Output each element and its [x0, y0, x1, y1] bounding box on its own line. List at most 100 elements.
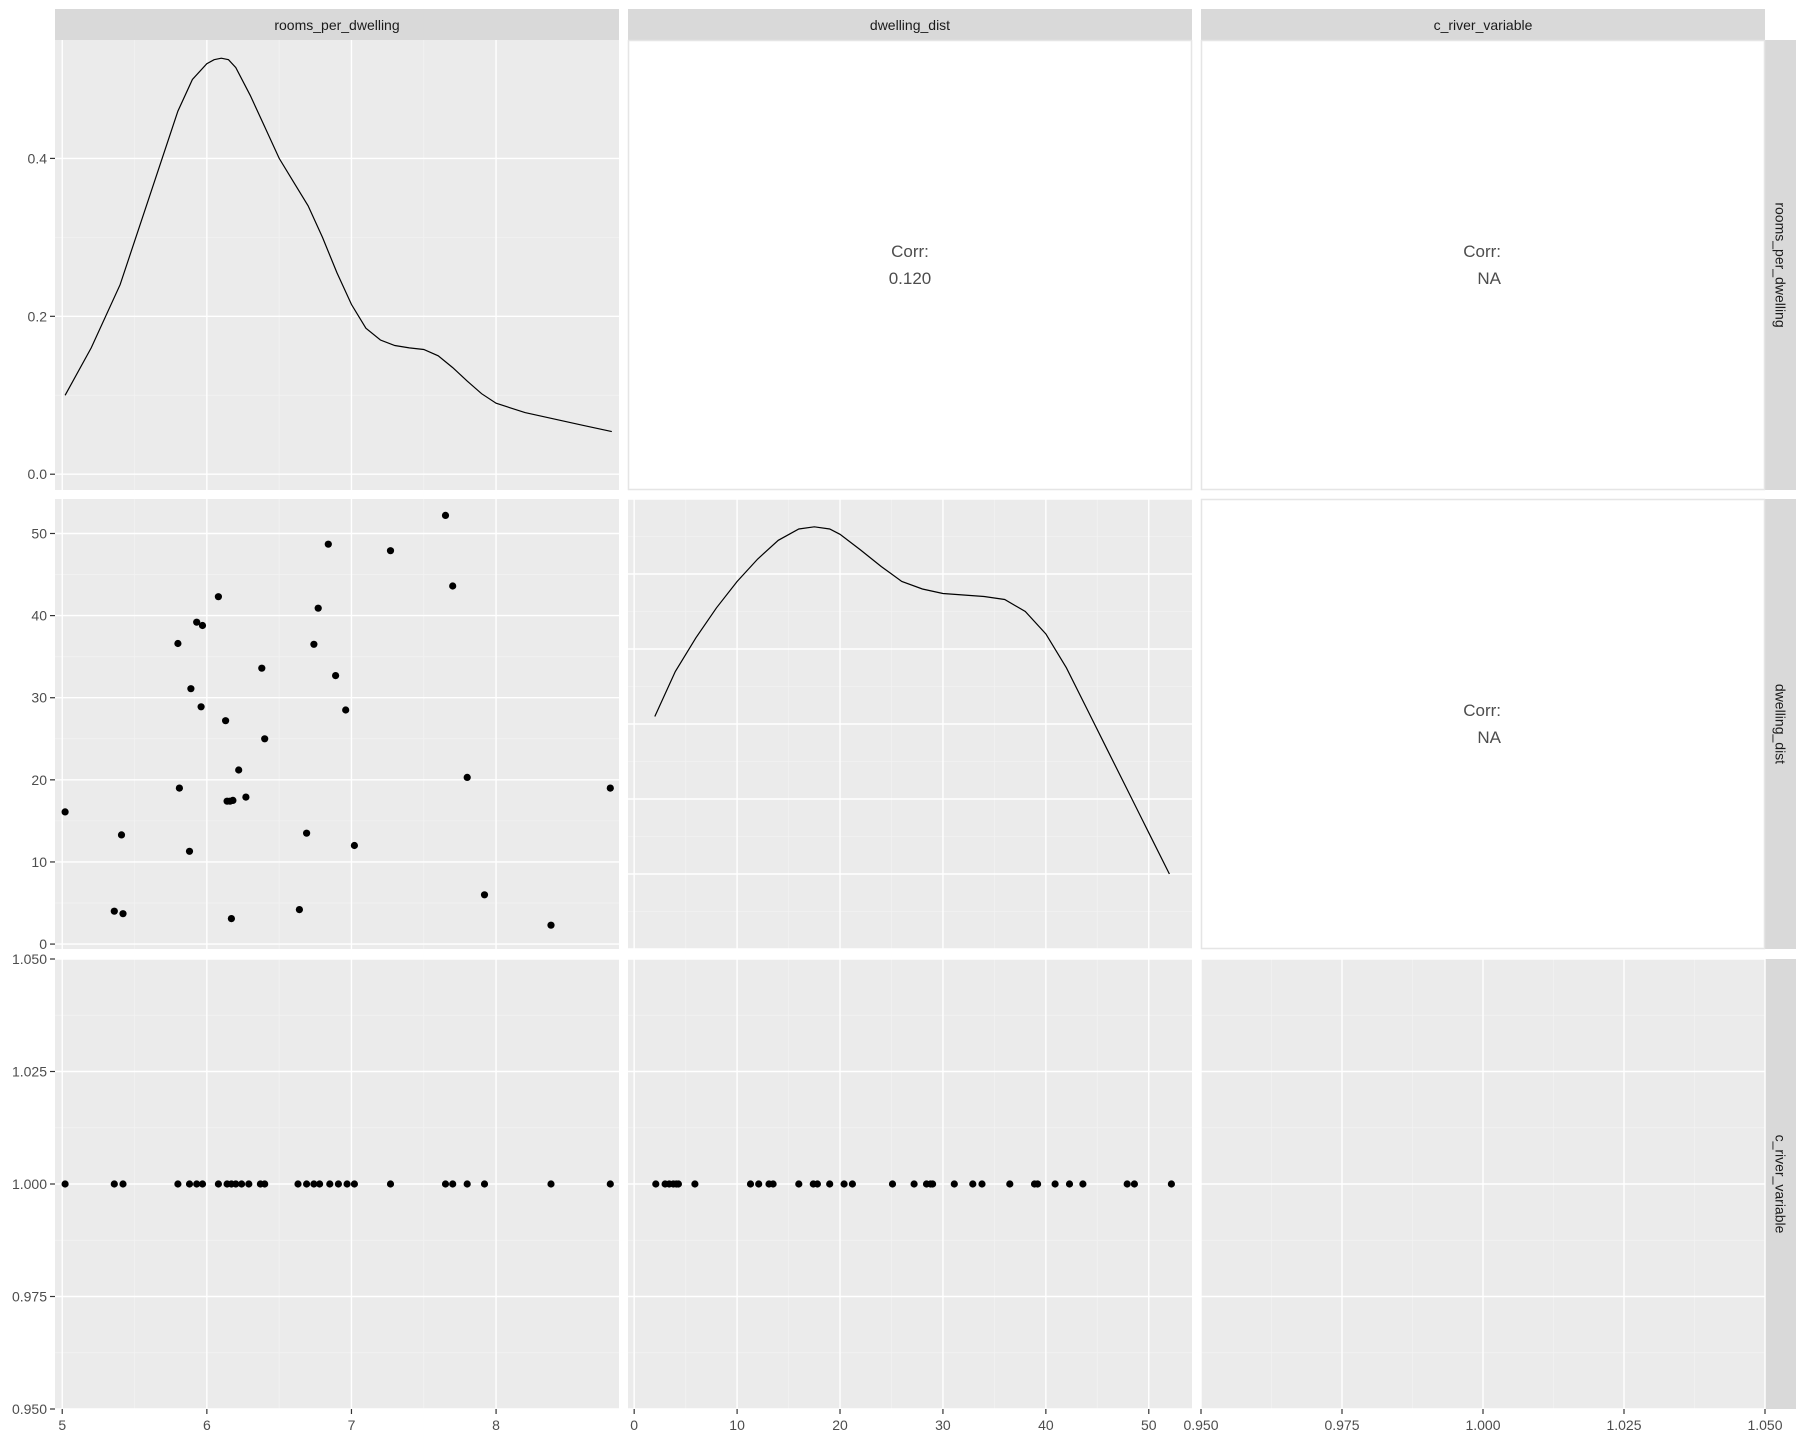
x-axis-tick-label: 10 [729, 1417, 745, 1433]
scatter-point [332, 672, 340, 680]
y-axis-tick-label: 1.050 [12, 951, 47, 967]
scatter-point [193, 618, 201, 626]
scatter-point [480, 891, 489, 899]
y-axis-tick-label: 0 [39, 936, 47, 952]
strip-point-rooms [185, 1180, 194, 1188]
row-strip-0 [1765, 40, 1796, 490]
column-strip-1 [628, 9, 1192, 40]
scatter-point [227, 915, 235, 923]
scatter-point [214, 593, 222, 601]
y-axis-tick-label: 10 [31, 854, 47, 870]
strip-point-dist [910, 1180, 918, 1188]
strip-point-rooms [232, 1180, 240, 1188]
strip-point-rooms [326, 1180, 334, 1188]
scatter-point [197, 703, 205, 711]
y-axis-tick-label: 0.975 [12, 1289, 47, 1305]
scatter-point [547, 921, 555, 929]
y-axis-tick-label: 30 [31, 690, 47, 706]
scatter-point [174, 639, 182, 648]
correlation-value: NA [1477, 269, 1501, 288]
strip-point-rooms [606, 1180, 614, 1188]
strip-point-rooms [214, 1180, 222, 1188]
x-axis-tick-label: 1.000 [1465, 1417, 1500, 1433]
strip-point-rooms [343, 1180, 351, 1188]
scatter-point [110, 907, 118, 915]
strip-point-dist [840, 1180, 848, 1188]
strip-point-dist [848, 1180, 857, 1188]
column-strip-label: c_river_variable [1434, 17, 1533, 33]
strip-point-rooms [198, 1180, 207, 1188]
strip-point-dist [795, 1180, 803, 1188]
scatter-point [187, 685, 195, 693]
strip-point-rooms [334, 1180, 342, 1188]
x-axis-tick-label: 0 [630, 1417, 638, 1433]
y-axis-tick-label: 0.0 [28, 466, 48, 482]
correlation-panel-1-2 [1200, 498, 1766, 950]
strip-point-rooms [294, 1180, 302, 1188]
x-axis-tick-label: 50 [1141, 1417, 1157, 1433]
strip-point-rooms [238, 1180, 246, 1188]
column-strip-label: rooms_per_dwelling [274, 17, 399, 33]
strip-point-rooms [261, 1180, 269, 1188]
correlation-label: Corr: [1463, 701, 1501, 720]
scatter-point [222, 717, 230, 725]
scatter-point [119, 910, 127, 918]
y-axis-tick-label: 0.4 [28, 150, 48, 166]
row-strip-1 [1765, 499, 1796, 949]
x-axis-tick-label: 7 [348, 1417, 356, 1433]
scatter-point [449, 582, 457, 590]
x-axis-tick-label: 5 [58, 1417, 66, 1433]
row-strip-2 [1765, 959, 1796, 1409]
y-axis-tick-label: 50 [31, 525, 47, 541]
strip-point-dist [888, 1180, 897, 1188]
density-line-rooms [64, 57, 612, 433]
scatter-point [441, 511, 450, 519]
strip-point-dist [755, 1180, 763, 1188]
correlation-panel-0-1 [627, 39, 1193, 491]
strip-point-rooms [245, 1180, 253, 1188]
scatter-point [310, 640, 318, 648]
scatter-point [242, 793, 250, 801]
strip-point-rooms [386, 1180, 395, 1188]
strip-point-rooms [174, 1180, 182, 1188]
strip-point-rooms [316, 1180, 324, 1188]
strip-point-dist [826, 1180, 834, 1188]
x-axis-tick-label: 20 [832, 1417, 848, 1433]
scatter-point [61, 808, 69, 816]
strip-point-dist [1130, 1180, 1138, 1188]
strip-point-dist [746, 1180, 755, 1188]
strip-point-rooms [119, 1180, 127, 1188]
scatter-point [606, 784, 614, 792]
strip-point-dist [1079, 1180, 1087, 1188]
scatter-point [175, 784, 183, 792]
scatter-point [386, 547, 395, 555]
strip-point-dist [1051, 1180, 1059, 1188]
strip-point-dist [1006, 1180, 1014, 1188]
y-axis-tick-label: 1.000 [12, 1176, 47, 1192]
x-axis-tick-label: 0.950 [1183, 1417, 1218, 1433]
density-line-dist [654, 526, 1170, 875]
strip-point-dist [1065, 1180, 1074, 1188]
scatter-point [314, 604, 322, 612]
strip-point-rooms [449, 1180, 457, 1188]
y-axis-tick-label: 1.025 [12, 1064, 47, 1080]
strip-point-rooms [463, 1180, 471, 1188]
y-axis-tick-label: 0.2 [28, 308, 48, 324]
strip-point-dist [691, 1180, 699, 1188]
y-axis-tick-label: 40 [31, 608, 47, 624]
scatter-point [324, 540, 332, 548]
strip-point-rooms [441, 1180, 450, 1188]
correlation-panel-0-2 [1200, 39, 1766, 491]
strip-point-dist [652, 1180, 660, 1188]
scatter-point [342, 706, 350, 714]
strip-point-dist [674, 1180, 683, 1188]
scatter-point [198, 621, 207, 630]
correlation-value: NA [1477, 728, 1501, 747]
y-axis-tick-label: 0.950 [12, 1401, 47, 1417]
strip-point-dist [1034, 1180, 1042, 1188]
strip-point-rooms [350, 1180, 358, 1188]
strip-point-dist [1123, 1180, 1131, 1188]
row-strip-label: dwelling_dist [1773, 684, 1789, 764]
scatter-point [185, 847, 194, 855]
